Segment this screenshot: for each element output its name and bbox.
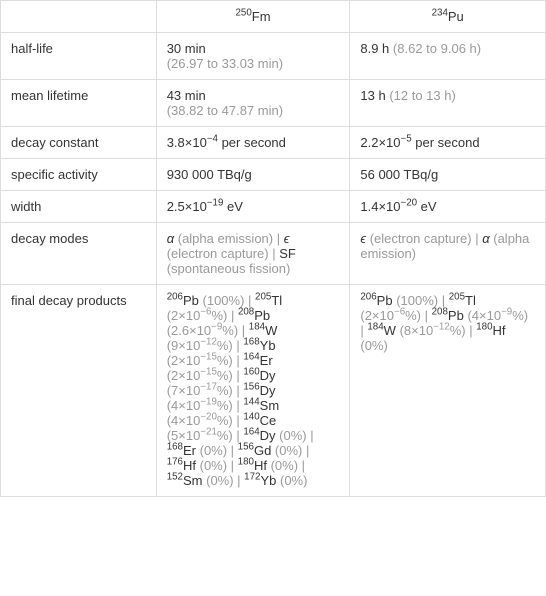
- mean-lifetime-row: mean lifetime 43 min(38.82 to 47.87 min)…: [1, 80, 546, 127]
- width-label: width: [1, 191, 157, 223]
- specific-activity-label: specific activity: [1, 159, 157, 191]
- decay-modes-col1: α (alpha emission) | ϵ (electron capture…: [156, 223, 350, 285]
- decay-constant-label: decay constant: [1, 127, 157, 159]
- half-life-label: half-life: [1, 33, 157, 80]
- final-decay-products-row: final decay products 206Pb (100%) | 205T…: [1, 285, 546, 497]
- decay-constant-col1: 3.8×10−4 per second: [156, 127, 350, 159]
- half-life-col1: 30 min(26.97 to 33.03 min): [156, 33, 350, 80]
- width-col2: 1.4×10−20 eV: [350, 191, 546, 223]
- width-col1: 2.5×10−19 eV: [156, 191, 350, 223]
- specific-activity-col2: 56 000 TBq/g: [350, 159, 546, 191]
- final-decay-products-label: final decay products: [1, 285, 157, 497]
- isotope-comparison-table: 250Fm 234Pu half-life 30 min(26.97 to 33…: [0, 0, 546, 497]
- empty-header: [1, 1, 157, 33]
- column-header-fm: 250Fm: [156, 1, 350, 33]
- decay-modes-col2: ϵ (electron capture) | α (alpha emission…: [350, 223, 546, 285]
- column-header-pu: 234Pu: [350, 1, 546, 33]
- mean-lifetime-col1: 43 min(38.82 to 47.87 min): [156, 80, 350, 127]
- final-decay-products-col1: 206Pb (100%) | 205Tl (2×10−6%) | 208Pb (…: [156, 285, 350, 497]
- decay-constant-col2: 2.2×10−5 per second: [350, 127, 546, 159]
- header-row: 250Fm 234Pu: [1, 1, 546, 33]
- mean-lifetime-label: mean lifetime: [1, 80, 157, 127]
- half-life-col2: 8.9 h (8.62 to 9.06 h): [350, 33, 546, 80]
- half-life-row: half-life 30 min(26.97 to 33.03 min) 8.9…: [1, 33, 546, 80]
- width-row: width 2.5×10−19 eV 1.4×10−20 eV: [1, 191, 546, 223]
- decay-constant-row: decay constant 3.8×10−4 per second 2.2×1…: [1, 127, 546, 159]
- final-decay-products-col2: 206Pb (100%) | 205Tl (2×10−6%) | 208Pb (…: [350, 285, 546, 497]
- specific-activity-row: specific activity 930 000 TBq/g 56 000 T…: [1, 159, 546, 191]
- decay-modes-row: decay modes α (alpha emission) | ϵ (elec…: [1, 223, 546, 285]
- specific-activity-col1: 930 000 TBq/g: [156, 159, 350, 191]
- decay-modes-label: decay modes: [1, 223, 157, 285]
- mean-lifetime-col2: 13 h (12 to 13 h): [350, 80, 546, 127]
